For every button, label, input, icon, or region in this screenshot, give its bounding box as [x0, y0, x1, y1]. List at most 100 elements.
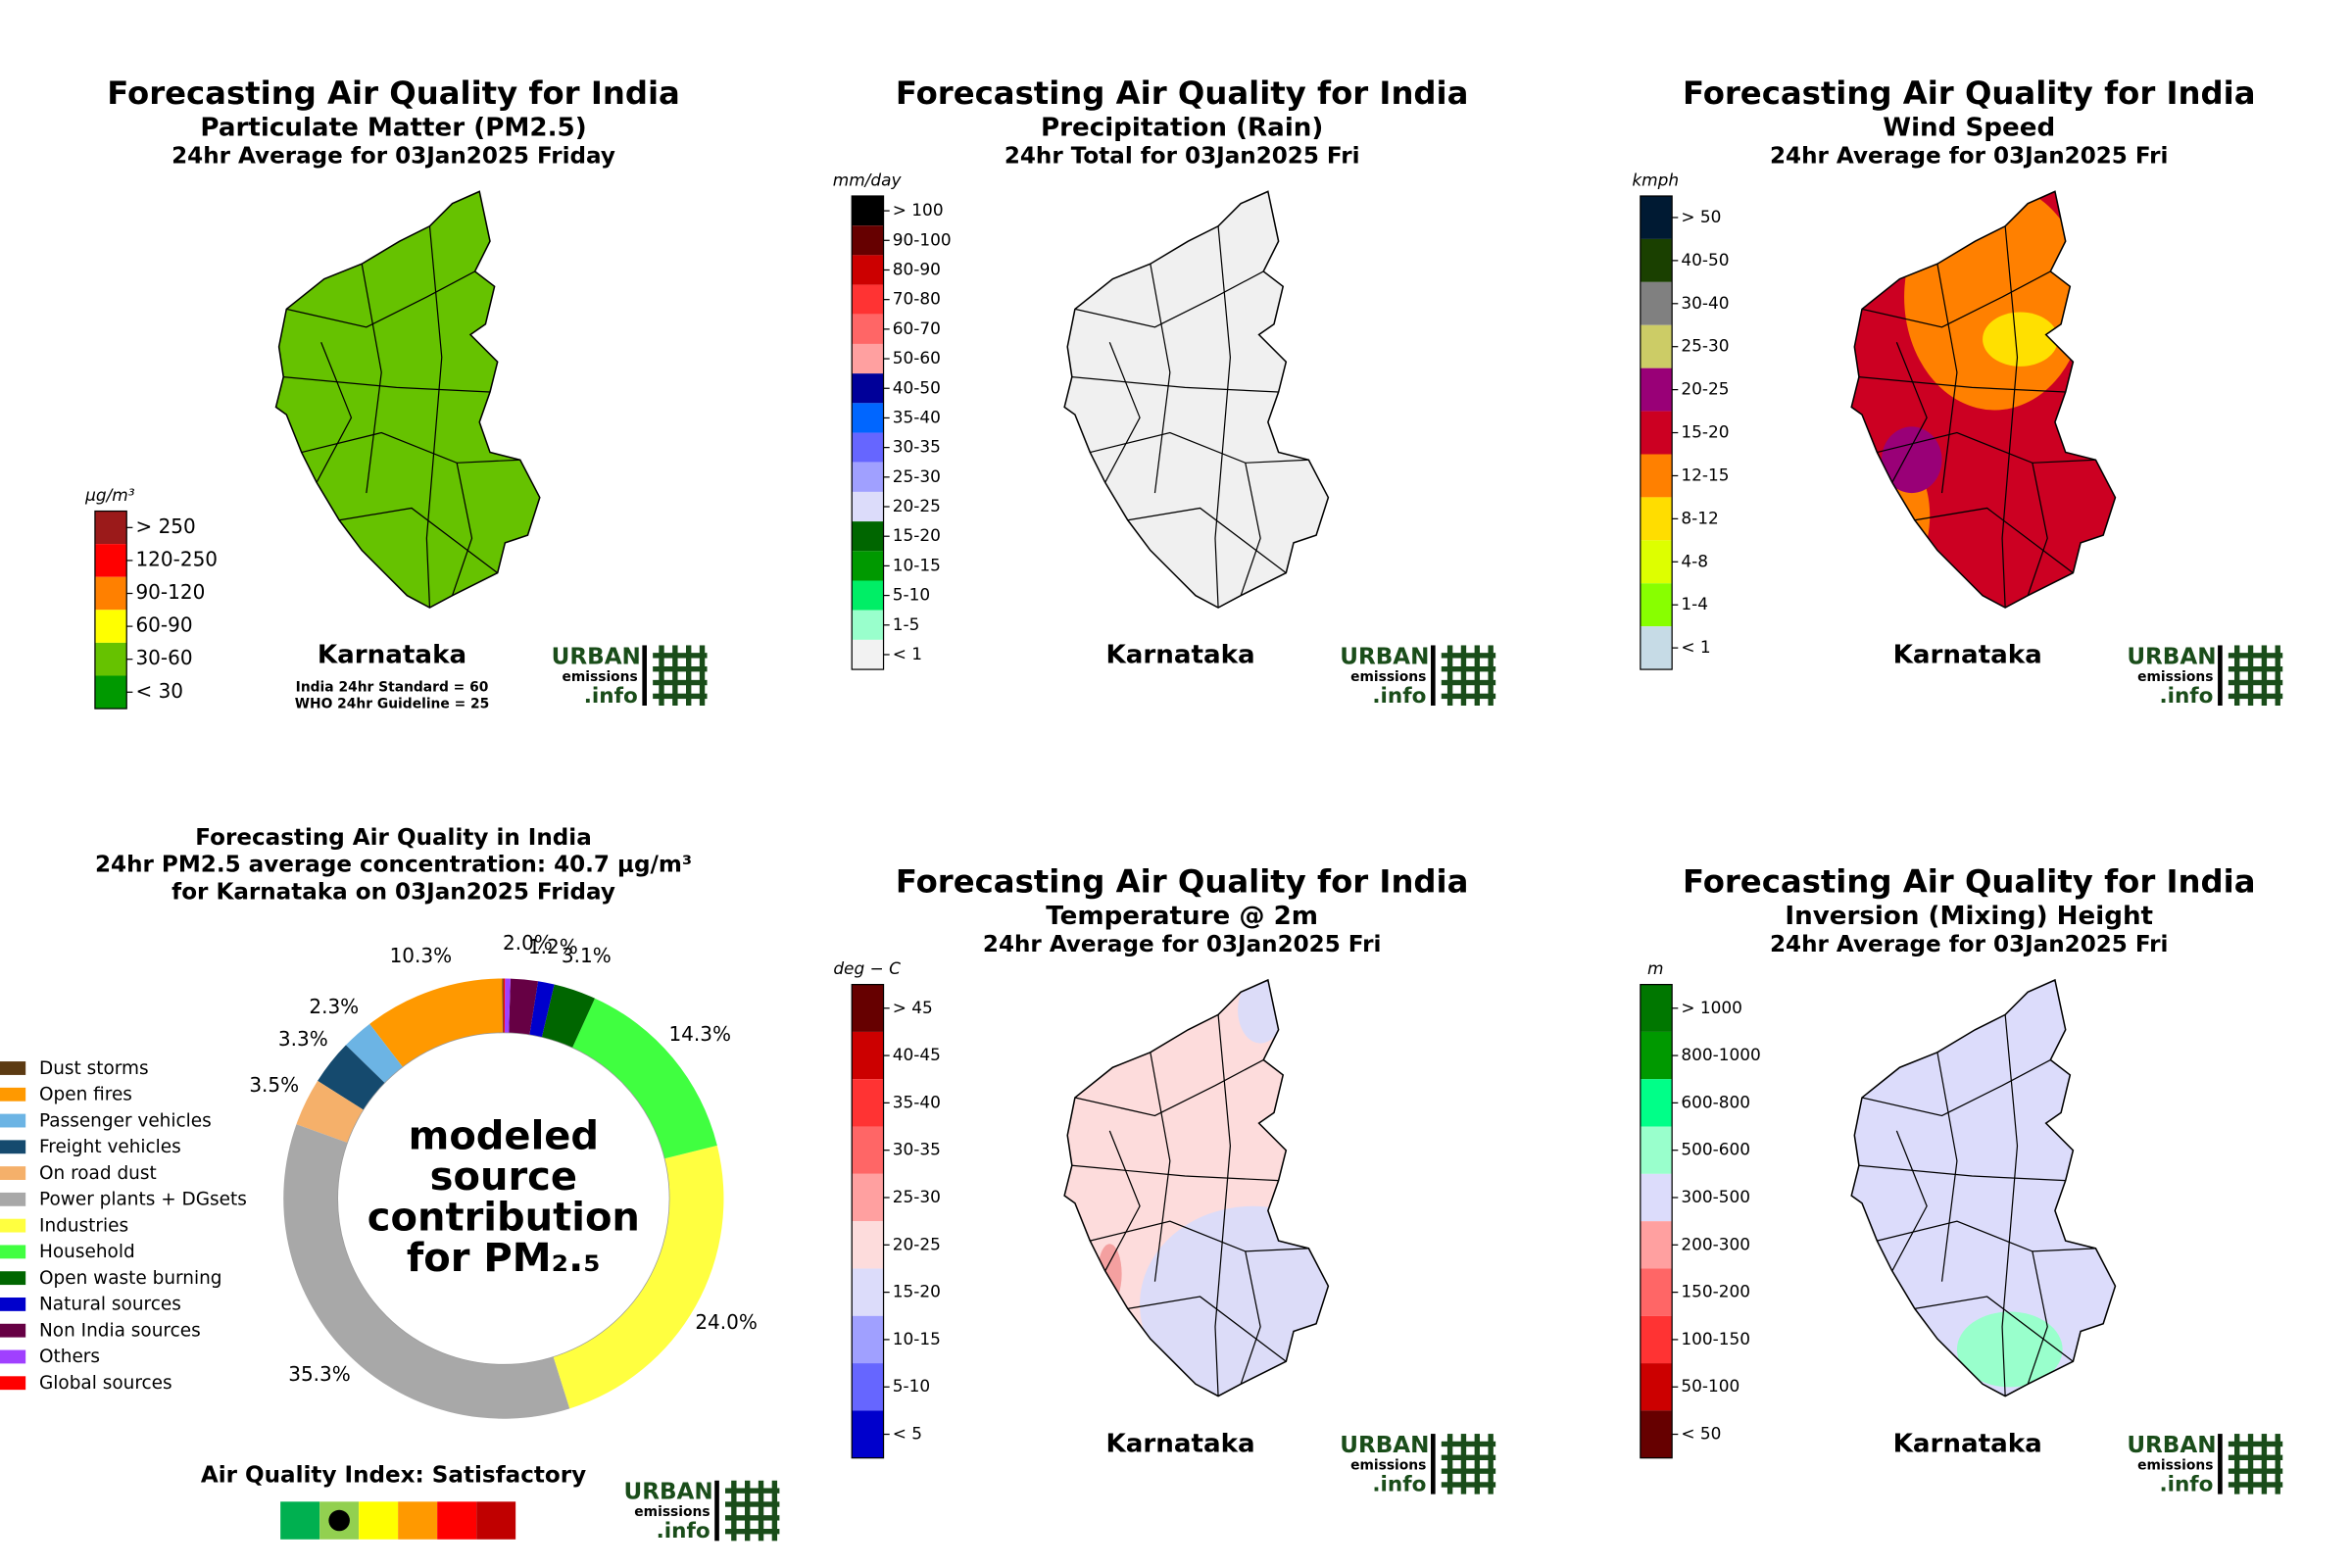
legend-swatch	[852, 1079, 884, 1127]
legend-swatch	[1640, 281, 1673, 325]
district-border	[425, 225, 443, 608]
district-border	[1071, 376, 1279, 393]
legend-swatch	[852, 639, 884, 670]
legend-label: 30-35	[893, 437, 941, 457]
legend-label: Dust storms	[39, 1058, 149, 1079]
chart-title: 24hr PM2.5 average concentration: 40.7 μ…	[95, 853, 692, 878]
legend-label: 40-50	[893, 377, 941, 397]
legend-label: > 100	[893, 200, 944, 220]
logo-grid	[2247, 645, 2254, 706]
logo-text: .info	[2159, 684, 2213, 709]
legend-label: 50-60	[893, 348, 941, 368]
legend-swatch	[1640, 583, 1673, 627]
state-border	[274, 190, 541, 609]
legend-label: 5-10	[893, 1376, 930, 1396]
donut-slice	[283, 1124, 570, 1419]
donut-slice	[529, 981, 555, 1038]
map-period: 24hr Average for 03Jan2025 Fri	[983, 932, 1381, 957]
legend-swatch	[1640, 196, 1673, 239]
legend-swatch	[0, 1349, 26, 1364]
district-border	[283, 376, 491, 393]
logo-grid	[1441, 1468, 1496, 1474]
logo-grid	[731, 1480, 737, 1542]
state-border	[1850, 978, 2117, 1397]
legend-label: Natural sources	[39, 1295, 181, 1315]
legend-swatch	[1640, 1363, 1673, 1411]
logo-grid	[2247, 1434, 2254, 1494]
logo-text: URBAN	[2127, 644, 2216, 669]
logo-grid	[2275, 645, 2280, 706]
legend-swatch	[0, 1245, 26, 1259]
logo-text: URBAN	[1340, 1433, 1429, 1458]
logo-grid	[1446, 645, 1453, 706]
legend-unit: m	[1647, 958, 1663, 978]
legend-label: 30-35	[893, 1140, 941, 1159]
map-subtitle: Wind Speed	[1883, 113, 2055, 142]
legend-swatch	[1640, 454, 1673, 498]
district-border	[1104, 342, 1141, 483]
legend-label: 20-25	[893, 496, 941, 515]
legend-label: Freight vehicles	[39, 1137, 181, 1157]
district-border	[1891, 342, 1928, 483]
district-border	[316, 342, 353, 483]
legend-swatch	[852, 462, 884, 492]
logo-grid	[672, 645, 678, 706]
legend-label: Open waste burning	[39, 1268, 222, 1289]
legend-unit: μg/m³	[84, 485, 135, 505]
legend-swatch	[852, 403, 884, 433]
district-border	[2001, 225, 2019, 608]
map-title: Forecasting Air Quality for India	[107, 74, 680, 112]
legend-swatch	[852, 1410, 884, 1458]
aqi-box	[359, 1501, 399, 1540]
center-text: modeled	[409, 1114, 599, 1159]
map-period: 24hr Average for 03Jan2025 Friday	[172, 144, 615, 170]
slice-label: 14.3%	[668, 1022, 731, 1046]
legend-label: Household	[39, 1242, 135, 1262]
legend-swatch	[1640, 1221, 1673, 1269]
legend-swatch	[852, 373, 884, 404]
legend-swatch	[94, 544, 127, 577]
legend-swatch	[94, 642, 127, 676]
legend-swatch	[1640, 324, 1673, 368]
district-border	[1090, 431, 1309, 464]
legend-swatch	[0, 1323, 26, 1338]
logo-grid	[699, 645, 706, 706]
legend-unit: mm/day	[833, 171, 903, 190]
legend-swatch	[852, 1031, 884, 1080]
region-fill	[1983, 312, 2058, 367]
district-border	[1214, 1014, 1232, 1396]
legend-label: 60-90	[135, 613, 192, 637]
legend-label: < 50	[1681, 1424, 1721, 1444]
legend-label: 80-90	[893, 259, 941, 278]
legend-swatch	[852, 1363, 884, 1411]
logo-grid	[1441, 693, 1496, 700]
logo-grid	[686, 645, 692, 706]
legend-label: 90-120	[135, 580, 205, 604]
logo-text: URBAN	[552, 644, 641, 669]
slice-label: 3.1%	[562, 944, 612, 967]
legend-swatch	[0, 1140, 26, 1154]
legend-label: On road dust	[39, 1163, 157, 1184]
logo-grid	[758, 1480, 764, 1542]
legend-label: 10-15	[893, 555, 941, 574]
legend-swatch	[0, 1087, 26, 1102]
legend-label: > 250	[135, 514, 195, 538]
legend-swatch	[852, 1221, 884, 1269]
slice-label: 35.3%	[288, 1362, 351, 1386]
logo-bar	[2218, 645, 2223, 706]
legend-label: Global sources	[39, 1373, 172, 1394]
legend-swatch	[852, 610, 884, 640]
slice-label: 2.0%	[503, 931, 553, 955]
legend-swatch	[0, 1376, 26, 1391]
region-fill	[1098, 1244, 1122, 1304]
donut-slice	[503, 978, 506, 1033]
legend-label: 8-12	[1681, 508, 1718, 527]
legend-label: 90-100	[893, 229, 952, 249]
logo-bar	[1431, 645, 1436, 706]
district-border	[1858, 376, 2066, 393]
district-border	[301, 431, 520, 464]
legend-swatch	[1640, 411, 1673, 455]
logo-grid	[1446, 1434, 1453, 1494]
